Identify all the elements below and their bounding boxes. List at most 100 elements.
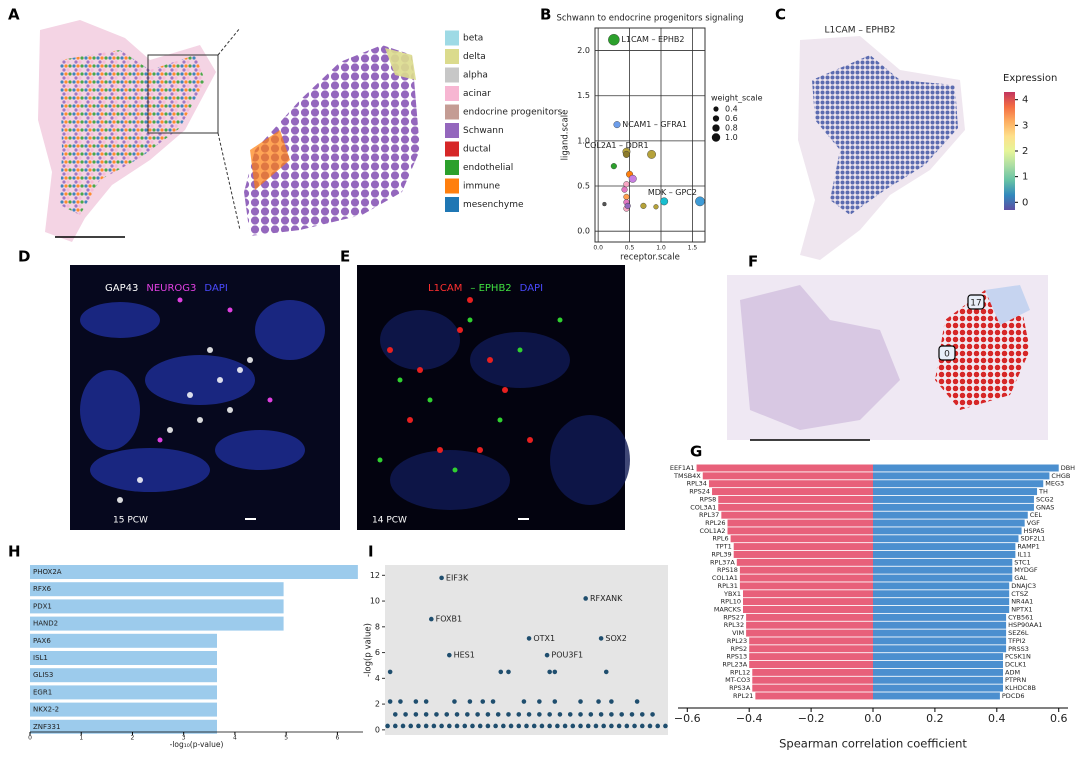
tissue-zoom-edge [385,48,416,80]
y-tick-label: 2 [375,700,380,709]
bar [873,613,1007,621]
point [539,723,545,729]
bar-label: PAX6 [33,637,51,645]
plot-area [594,27,706,243]
bar [873,503,1034,511]
bar [743,590,873,598]
bar-label: GNAS [1036,503,1054,511]
point [632,723,637,729]
bar [30,685,217,700]
bar-label: SEZ6L [1008,629,1029,637]
panel-letter: C [775,6,786,24]
point [537,699,542,704]
point [470,723,475,729]
legend-swatch [445,141,459,157]
point-label: SOX2 [605,634,626,643]
bar-label: RPL39 [711,550,731,558]
bar [873,661,1003,668]
signal-speck [137,477,143,483]
point [392,723,398,729]
bar-label: RPL6 [712,535,728,543]
legend-size-marker [712,124,720,132]
point [439,575,444,581]
point [578,712,583,717]
bar-label: STC1 [1014,558,1030,566]
point [585,723,591,729]
signal-speck [452,467,458,473]
point [647,723,653,729]
bar-label: HSPA5 [1024,527,1045,535]
bar-label: RPS2 [730,645,747,653]
point [495,712,501,717]
legend-label: immune [463,182,500,192]
point [498,669,504,675]
tissue-c-cells [812,55,958,215]
point-label: OTX1 [533,634,555,643]
nuclei [550,415,630,505]
bar-label: DCLK1 [1005,661,1027,669]
point [650,712,655,717]
bar [873,676,1003,684]
y-tick-label: 8 [375,622,380,631]
signal-speck [247,357,253,363]
bar-label: IL11 [1017,550,1031,558]
bar [749,661,873,668]
zoom-line [217,132,241,231]
nuclei [145,355,255,405]
point [485,712,491,717]
stage-label: 15 PCW [113,516,148,526]
legend-label: Schwann [463,126,504,136]
bar [873,684,1003,692]
bar-label: CHGB [1051,472,1070,480]
bar-label: ADM [1005,668,1020,676]
point [423,699,429,704]
signal-speck [237,367,243,373]
bar-label: ZNF331 [33,723,60,731]
point [452,699,457,704]
point [521,699,527,704]
bar-label: RPL23A [722,661,747,669]
point [526,712,532,717]
panel-letter: H [8,543,21,561]
bar [873,511,1028,519]
point [465,712,470,717]
point-label: RFXANK [590,594,623,603]
bar [873,605,1010,613]
point [547,712,552,717]
bar [752,684,873,692]
nuclei [390,450,510,510]
nuclei [90,448,210,492]
point [477,723,483,729]
bar [873,629,1007,637]
bar-label: COL3A1 [690,503,716,511]
y-tick-label: 0.5 [577,182,590,191]
point [400,723,406,729]
point [616,723,622,729]
point [639,712,645,717]
point [624,723,630,729]
point-label: COL2A1 – DDR1 [585,141,649,150]
chart-title: Schwann to endocrine progenitors signali… [556,14,743,24]
legend-label: beta [463,34,483,44]
channel-label: GAP43 [105,283,138,294]
point [623,193,630,200]
point [493,723,498,729]
bar [749,653,873,661]
point [613,121,621,129]
bar [730,535,873,543]
point [413,699,419,704]
bar [743,598,873,606]
colorbar-tick-label: 4 [1022,95,1028,106]
bar-label: VGF [1027,519,1040,527]
point [609,712,614,717]
bar [873,621,1007,629]
y-tick-label: 6 [375,648,380,657]
bar [727,527,873,535]
bar [702,472,873,480]
bar [746,613,873,621]
y-tick-label: 0 [375,725,380,734]
point [516,712,522,717]
point [570,723,576,729]
signal-speck [167,427,173,433]
bar [873,480,1044,488]
